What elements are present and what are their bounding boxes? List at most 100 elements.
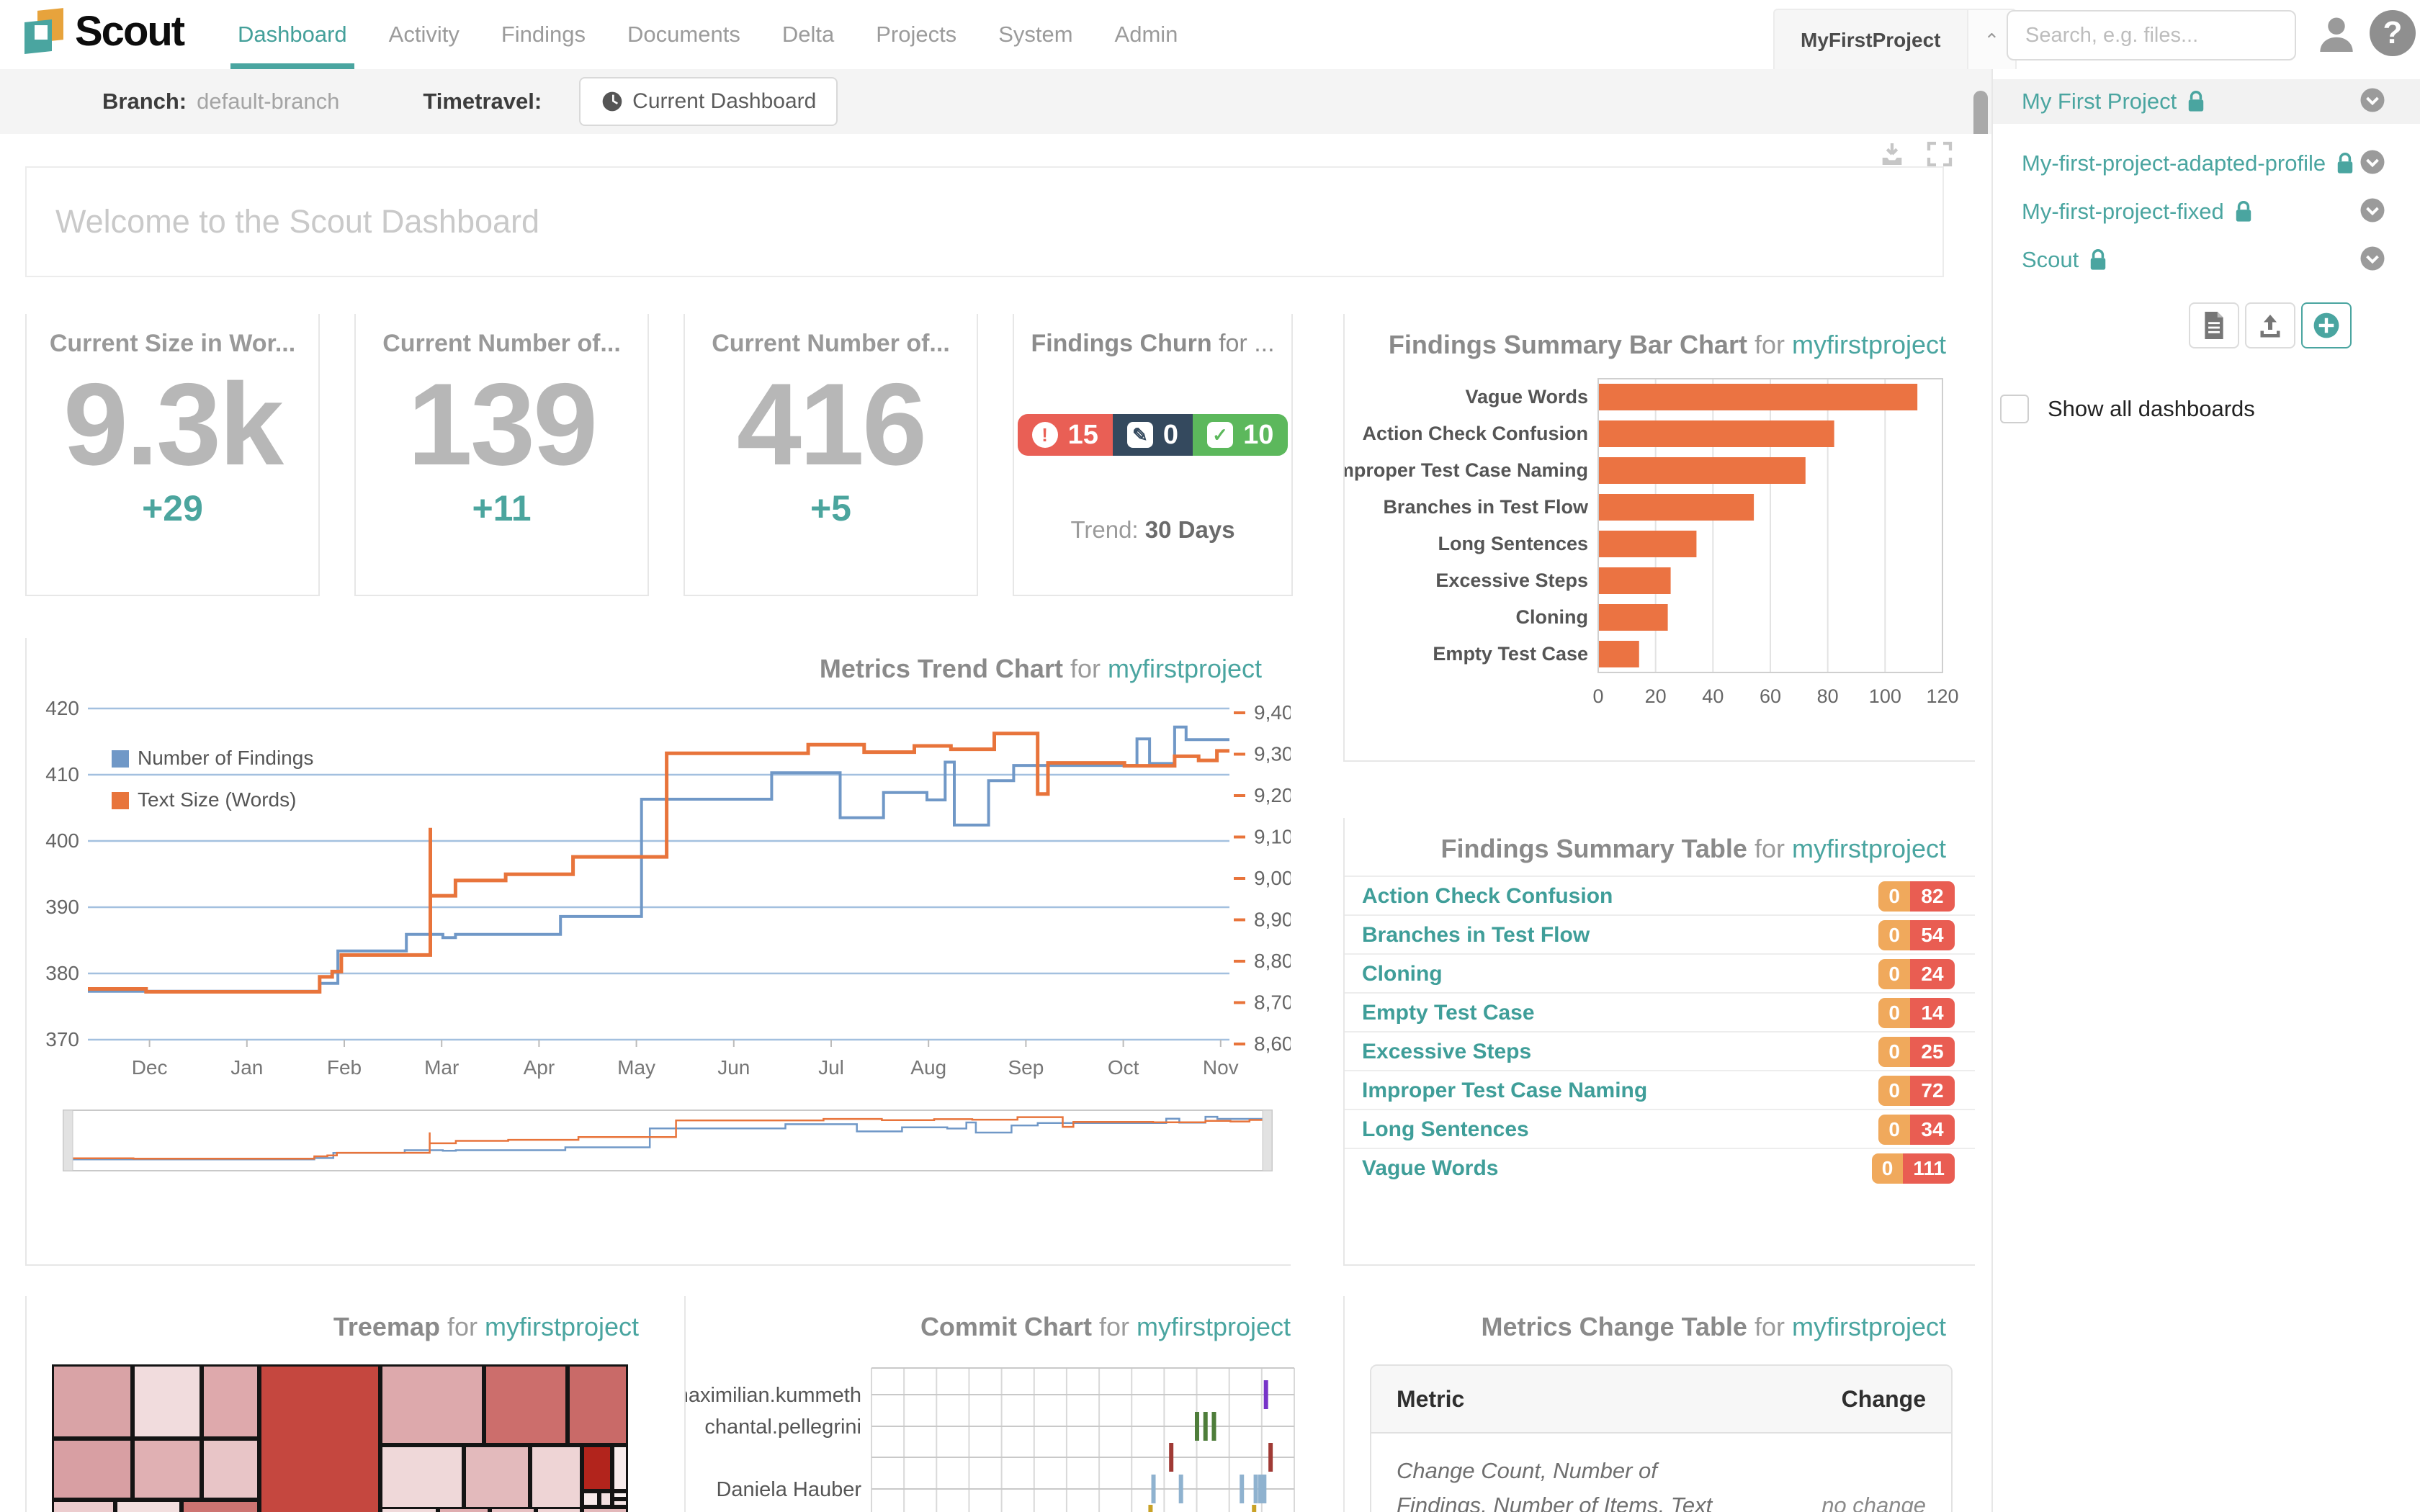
- add-project-button[interactable]: [2301, 302, 2352, 348]
- timetravel-button[interactable]: Current Dashboard: [579, 77, 838, 126]
- project-link[interactable]: myfirstproject: [1136, 1312, 1291, 1341]
- metric-card-title: Current Number of...: [712, 330, 950, 357]
- lock-icon: [2236, 201, 2251, 222]
- treemap-cell[interactable]: [202, 1364, 259, 1439]
- project-link[interactable]: myfirstproject: [484, 1312, 639, 1341]
- project-link[interactable]: myfirstproject: [1791, 330, 1946, 359]
- finding-type-link[interactable]: Improper Test Case Naming: [1362, 1079, 1648, 1102]
- treemap-cell[interactable]: [52, 1439, 133, 1500]
- tab-system[interactable]: System: [998, 22, 1073, 47]
- svg-text:chantal.pellegrini: chantal.pellegrini: [704, 1416, 861, 1439]
- sidebar-project-item[interactable]: My First Project: [1993, 79, 2420, 124]
- tab-delta[interactable]: Delta: [781, 22, 835, 47]
- treemap-cell[interactable]: [464, 1444, 530, 1512]
- treemap-cell[interactable]: [380, 1506, 438, 1512]
- chevron-down-icon[interactable]: [2360, 197, 2385, 223]
- treemap-cell[interactable]: [612, 1491, 628, 1500]
- treemap-cell[interactable]: [484, 1364, 568, 1445]
- treemap-cell[interactable]: [133, 1364, 202, 1439]
- project-name-link[interactable]: My-first-project-fixed: [2022, 199, 2253, 225]
- chevron-down-icon[interactable]: [2360, 87, 2385, 113]
- user-icon[interactable]: [2313, 12, 2360, 58]
- finding-type-link[interactable]: Excessive Steps: [1362, 1040, 1532, 1063]
- trend-range-selector[interactable]: [63, 1110, 1273, 1171]
- project-selector[interactable]: MyFirstProject ⌃: [1773, 9, 2017, 71]
- help-icon[interactable]: ?: [2370, 10, 2416, 56]
- project-link[interactable]: myfirstproject: [1791, 1312, 1946, 1341]
- tab-projects[interactable]: Projects: [876, 22, 957, 47]
- finding-type-link[interactable]: Long Sentences: [1362, 1117, 1529, 1141]
- project-link[interactable]: myfirstproject: [1791, 834, 1946, 863]
- project-name-link[interactable]: My First Project: [2022, 89, 2205, 114]
- sidebar-project-item[interactable]: My-first-project-adapted-profile: [1993, 141, 2420, 186]
- treemap-cell[interactable]: [582, 1491, 599, 1507]
- treemap-panel: Treemap for myfirstproject: [25, 1296, 657, 1512]
- tab-activity[interactable]: Activity: [388, 22, 460, 47]
- download-icon[interactable]: [1878, 140, 1906, 168]
- metric-column-header: Metric: [1397, 1385, 1465, 1412]
- tab-findings[interactable]: Findings: [501, 22, 586, 47]
- treemap-cell[interactable]: [582, 1506, 628, 1512]
- finding-type-link[interactable]: Branches in Test Flow: [1362, 923, 1590, 947]
- treemap-cell[interactable]: [182, 1500, 259, 1512]
- finding-type-link[interactable]: Vague Words: [1362, 1156, 1499, 1180]
- tab-dashboard[interactable]: Dashboard: [230, 0, 354, 69]
- findings-summary-table-panel: Findings Summary Table for myfirstprojec…: [1343, 818, 1975, 1266]
- check-square-icon: ✓: [1207, 422, 1234, 448]
- treemap-cell[interactable]: [259, 1364, 380, 1512]
- metric-card-value: 139: [407, 359, 598, 490]
- svg-text:20: 20: [1645, 685, 1667, 707]
- tab-documents[interactable]: Documents: [627, 22, 740, 47]
- treemap-cell[interactable]: [438, 1506, 490, 1512]
- table-row: Cloning 0 24: [1345, 953, 1975, 994]
- findings-table-title: Findings Summary Table for myfirstprojec…: [1440, 834, 1946, 863]
- svg-text:Action Check Confusion: Action Check Confusion: [1362, 423, 1588, 444]
- project-name-link[interactable]: My-first-project-adapted-profile: [2022, 150, 2354, 176]
- report-document-button[interactable]: [2189, 302, 2239, 348]
- finding-type-link[interactable]: Empty Test Case: [1362, 1001, 1535, 1025]
- sidebar-project-item[interactable]: My-first-project-fixed: [1993, 189, 2420, 234]
- svg-text:100: 100: [1869, 685, 1901, 707]
- treemap-cell[interactable]: [52, 1500, 115, 1512]
- fullscreen-icon[interactable]: [1925, 140, 1954, 168]
- treemap-cell[interactable]: [612, 1499, 628, 1507]
- chevron-down-icon[interactable]: [2360, 149, 2385, 175]
- scout-logo[interactable]: Scout: [24, 7, 185, 55]
- search-input[interactable]: [2008, 23, 2304, 48]
- treemap-cell[interactable]: [52, 1364, 133, 1439]
- treemap-cell[interactable]: [536, 1506, 582, 1512]
- finding-type-link[interactable]: Action Check Confusion: [1362, 884, 1613, 908]
- treemap-cell[interactable]: [115, 1500, 182, 1512]
- finding-type-link[interactable]: Cloning: [1362, 962, 1443, 986]
- chevron-down-icon[interactable]: [2360, 246, 2385, 271]
- top-nav: Scout Dashboard Activity Findings Documents…: [0, 0, 2420, 71]
- svg-text:8,800: 8,800: [1254, 950, 1291, 972]
- treemap-cell[interactable]: [582, 1444, 613, 1492]
- svg-text:420: 420: [45, 697, 79, 719]
- metric-card-title: Current Size in Wor...: [49, 330, 296, 357]
- project-name-link[interactable]: Scout: [2022, 247, 2107, 273]
- finding-count-badge: 0 82: [1878, 881, 1955, 912]
- treemap-cell[interactable]: [133, 1439, 202, 1500]
- treemap-cell[interactable]: [612, 1444, 628, 1492]
- project-link[interactable]: myfirstproject: [1107, 654, 1262, 683]
- upload-button[interactable]: [2245, 302, 2295, 348]
- metrics-trend-chart: 420 410 400 390 380 370 9,400 9,300 9,200 9,100 9,…: [45, 697, 1291, 1079]
- treemap-cell[interactable]: [380, 1444, 464, 1512]
- show-all-dashboards-checkbox[interactable]: [2000, 395, 2029, 423]
- treemap-cell[interactable]: [380, 1364, 484, 1445]
- treemap-cell[interactable]: [599, 1491, 613, 1507]
- total-count-badge: 25: [1910, 1037, 1955, 1067]
- treemap-cell[interactable]: [530, 1444, 582, 1512]
- svg-text:Daniela Hauber: Daniela Hauber: [716, 1478, 861, 1501]
- metric-card-value: 9.3k: [63, 359, 284, 490]
- svg-text:May: May: [617, 1056, 655, 1079]
- treemap-cell[interactable]: [568, 1364, 628, 1445]
- svg-text:Empty Test Case: Empty Test Case: [1433, 643, 1588, 665]
- treemap-chart[interactable]: [52, 1364, 628, 1512]
- treemap-cell[interactable]: [202, 1439, 259, 1500]
- treemap-cell[interactable]: [490, 1506, 536, 1512]
- svg-text:Cloning: Cloning: [1516, 606, 1588, 628]
- tab-admin[interactable]: Admin: [1114, 22, 1178, 47]
- sidebar-project-item[interactable]: Scout: [1993, 238, 2420, 282]
